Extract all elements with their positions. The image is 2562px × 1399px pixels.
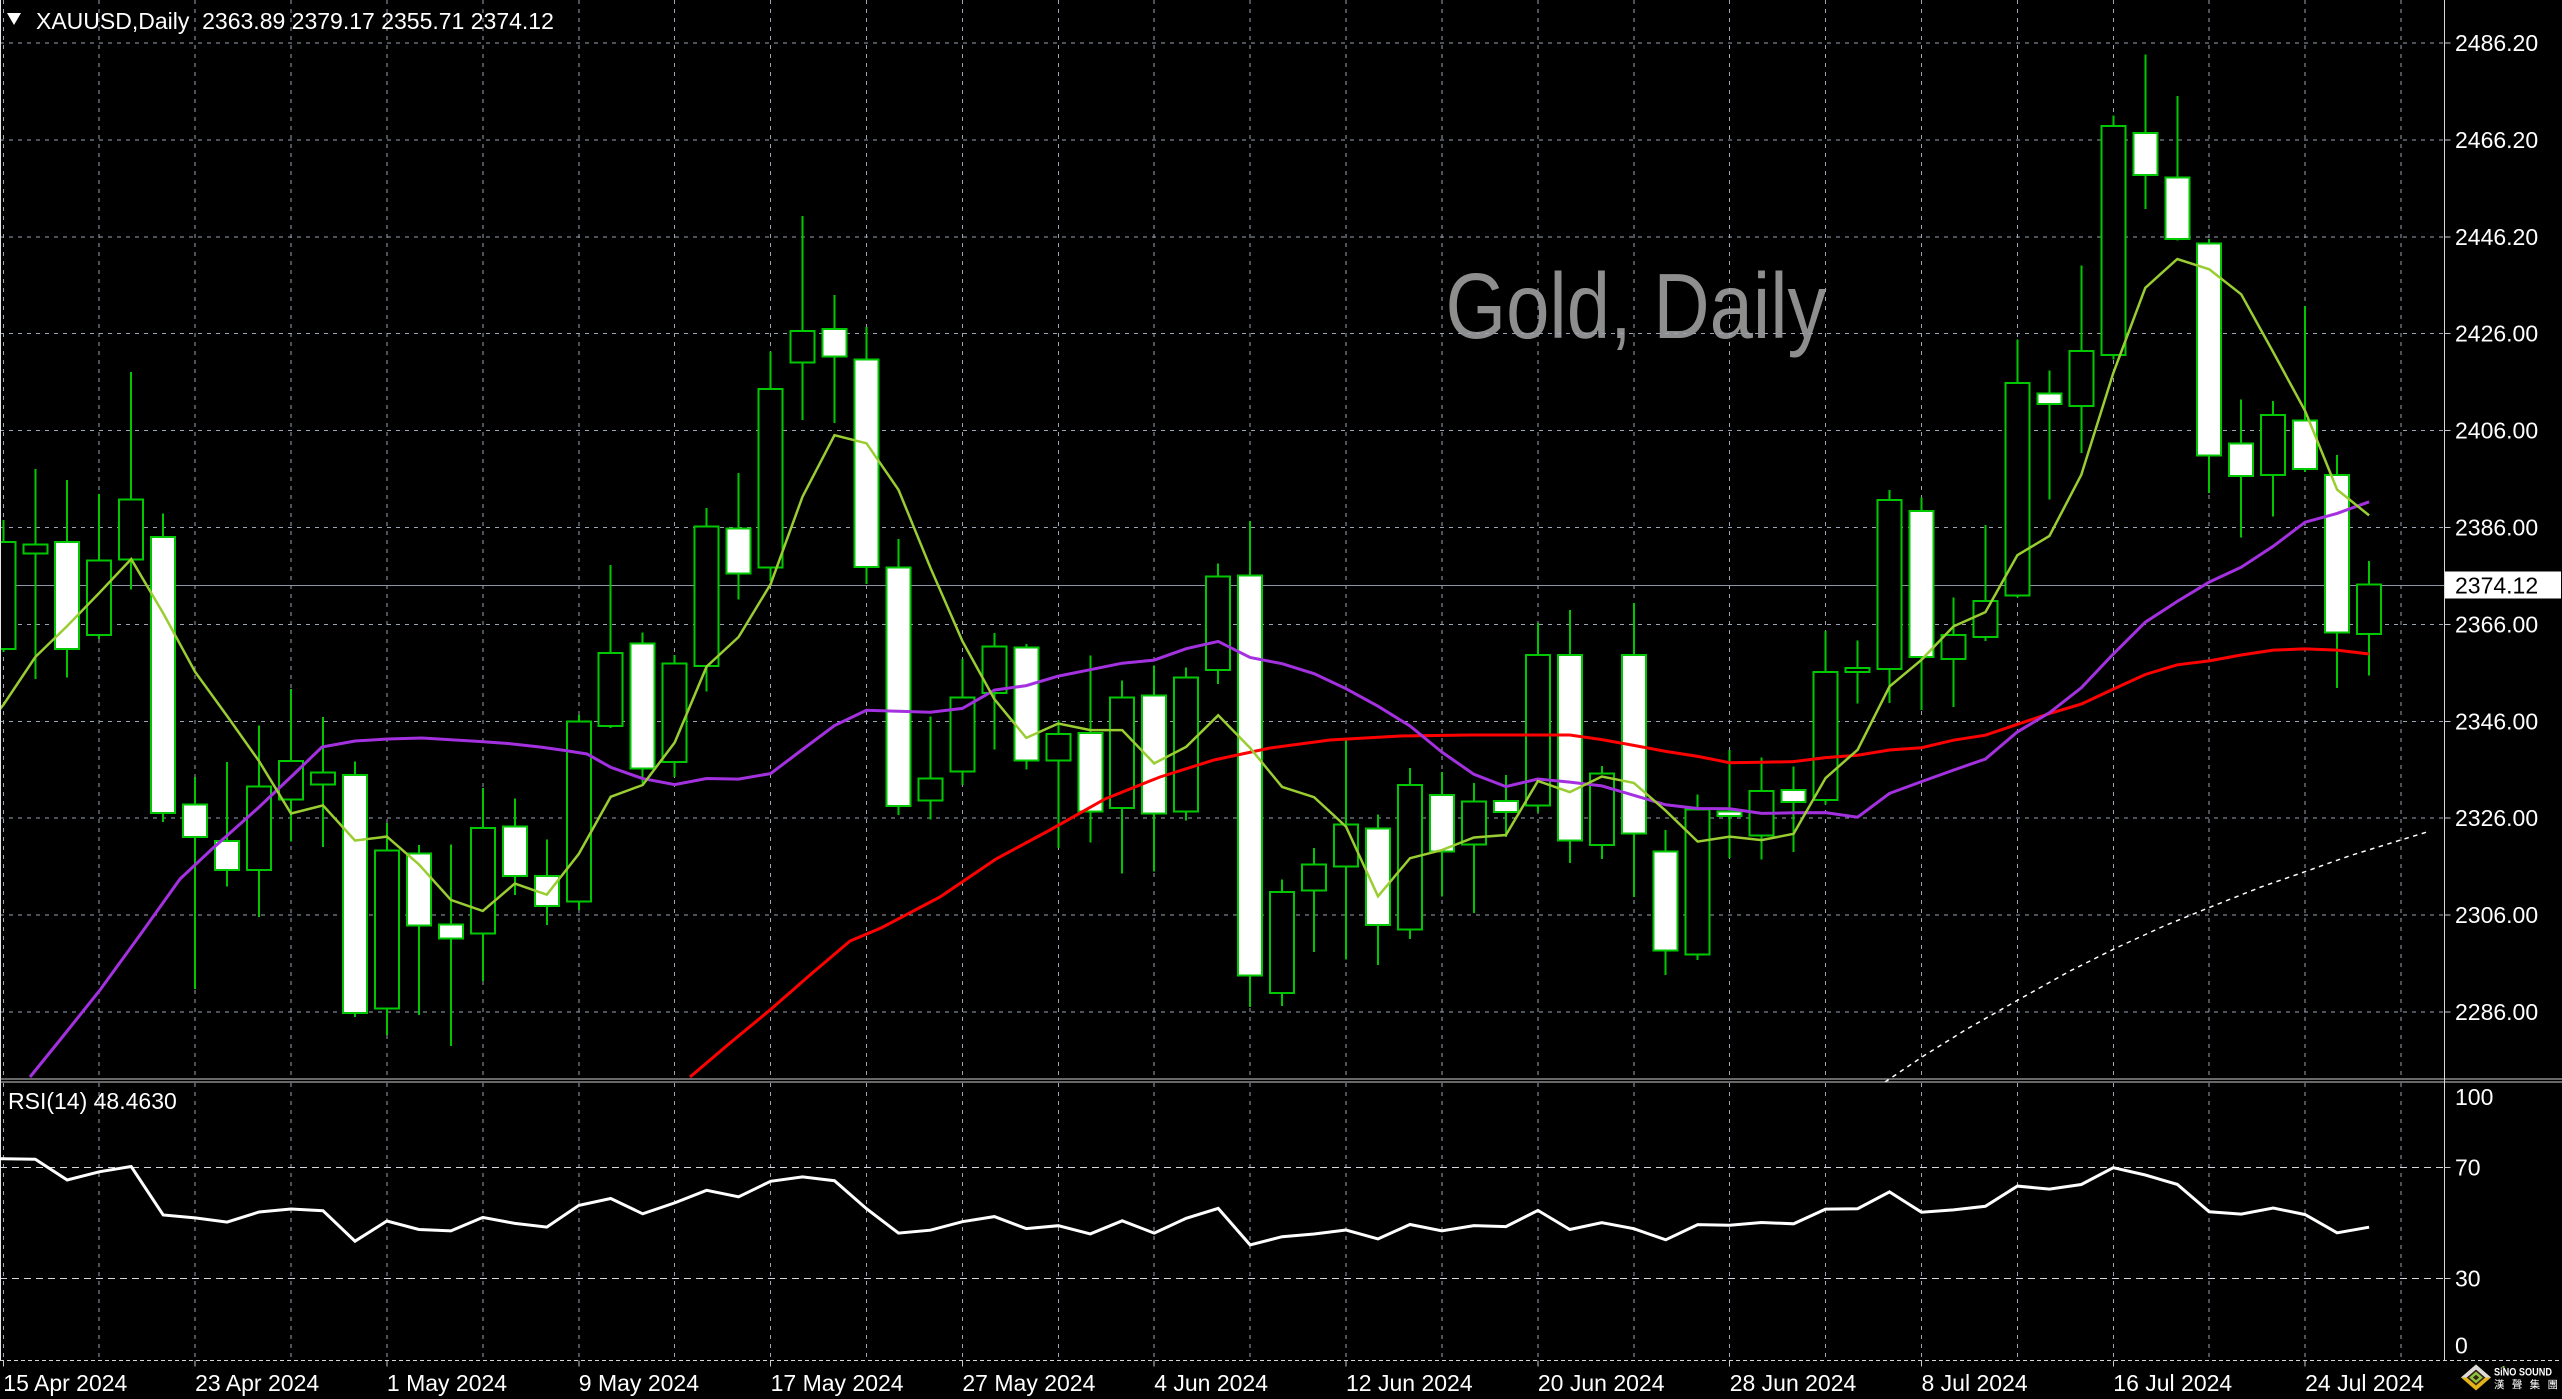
svg-text:2426.00: 2426.00 bbox=[2455, 321, 2538, 347]
svg-text:100: 100 bbox=[2455, 1084, 2493, 1110]
svg-text:2386.00: 2386.00 bbox=[2455, 515, 2538, 541]
svg-text:12 Jun 2024: 12 Jun 2024 bbox=[1346, 1370, 1473, 1396]
svg-text:70: 70 bbox=[2455, 1154, 2481, 1180]
svg-text:0: 0 bbox=[2455, 1333, 2468, 1359]
svg-text:1 May 2024: 1 May 2024 bbox=[387, 1370, 507, 1396]
svg-text:2486.20: 2486.20 bbox=[2455, 30, 2538, 56]
svg-text:20 Jun 2024: 20 Jun 2024 bbox=[1538, 1370, 1665, 1396]
svg-text:XAUUSD,Daily 2363.89 2379.17: XAUUSD,Daily 2363.89 2379.17 2355.71 237… bbox=[36, 8, 554, 34]
svg-text:2306.00: 2306.00 bbox=[2455, 902, 2538, 928]
svg-text:2286.00: 2286.00 bbox=[2455, 999, 2538, 1025]
svg-text:27 May 2024: 27 May 2024 bbox=[962, 1370, 1095, 1396]
svg-text:2326.00: 2326.00 bbox=[2455, 805, 2538, 831]
svg-text:RSI(14) 48.4630: RSI(14) 48.4630 bbox=[8, 1088, 177, 1114]
svg-text:15 Apr 2024: 15 Apr 2024 bbox=[3, 1370, 127, 1396]
svg-text:2466.20: 2466.20 bbox=[2455, 127, 2538, 153]
svg-text:23 Apr 2024: 23 Apr 2024 bbox=[195, 1370, 319, 1396]
svg-text:2374.12: 2374.12 bbox=[2455, 573, 2538, 599]
svg-text:30: 30 bbox=[2455, 1265, 2481, 1291]
svg-text:Gold, Daily: Gold, Daily bbox=[1446, 254, 1827, 358]
svg-text:24 Jul 2024: 24 Jul 2024 bbox=[2305, 1370, 2424, 1396]
svg-text:4 Jun 2024: 4 Jun 2024 bbox=[1154, 1370, 1268, 1396]
svg-text:SiNO SOUND: SiNO SOUND bbox=[2494, 1367, 2552, 1379]
svg-text:2446.20: 2446.20 bbox=[2455, 224, 2538, 250]
svg-text:2346.00: 2346.00 bbox=[2455, 708, 2538, 734]
svg-text:8 Jul 2024: 8 Jul 2024 bbox=[1922, 1370, 2028, 1396]
svg-text:9 May 2024: 9 May 2024 bbox=[579, 1370, 699, 1396]
svg-text:17 May 2024: 17 May 2024 bbox=[771, 1370, 904, 1396]
svg-text:2406.00: 2406.00 bbox=[2455, 418, 2538, 444]
svg-text:2366.00: 2366.00 bbox=[2455, 611, 2538, 637]
svg-text:28 Jun 2024: 28 Jun 2024 bbox=[1730, 1370, 1857, 1396]
svg-text:16 Jul 2024: 16 Jul 2024 bbox=[2113, 1370, 2232, 1396]
